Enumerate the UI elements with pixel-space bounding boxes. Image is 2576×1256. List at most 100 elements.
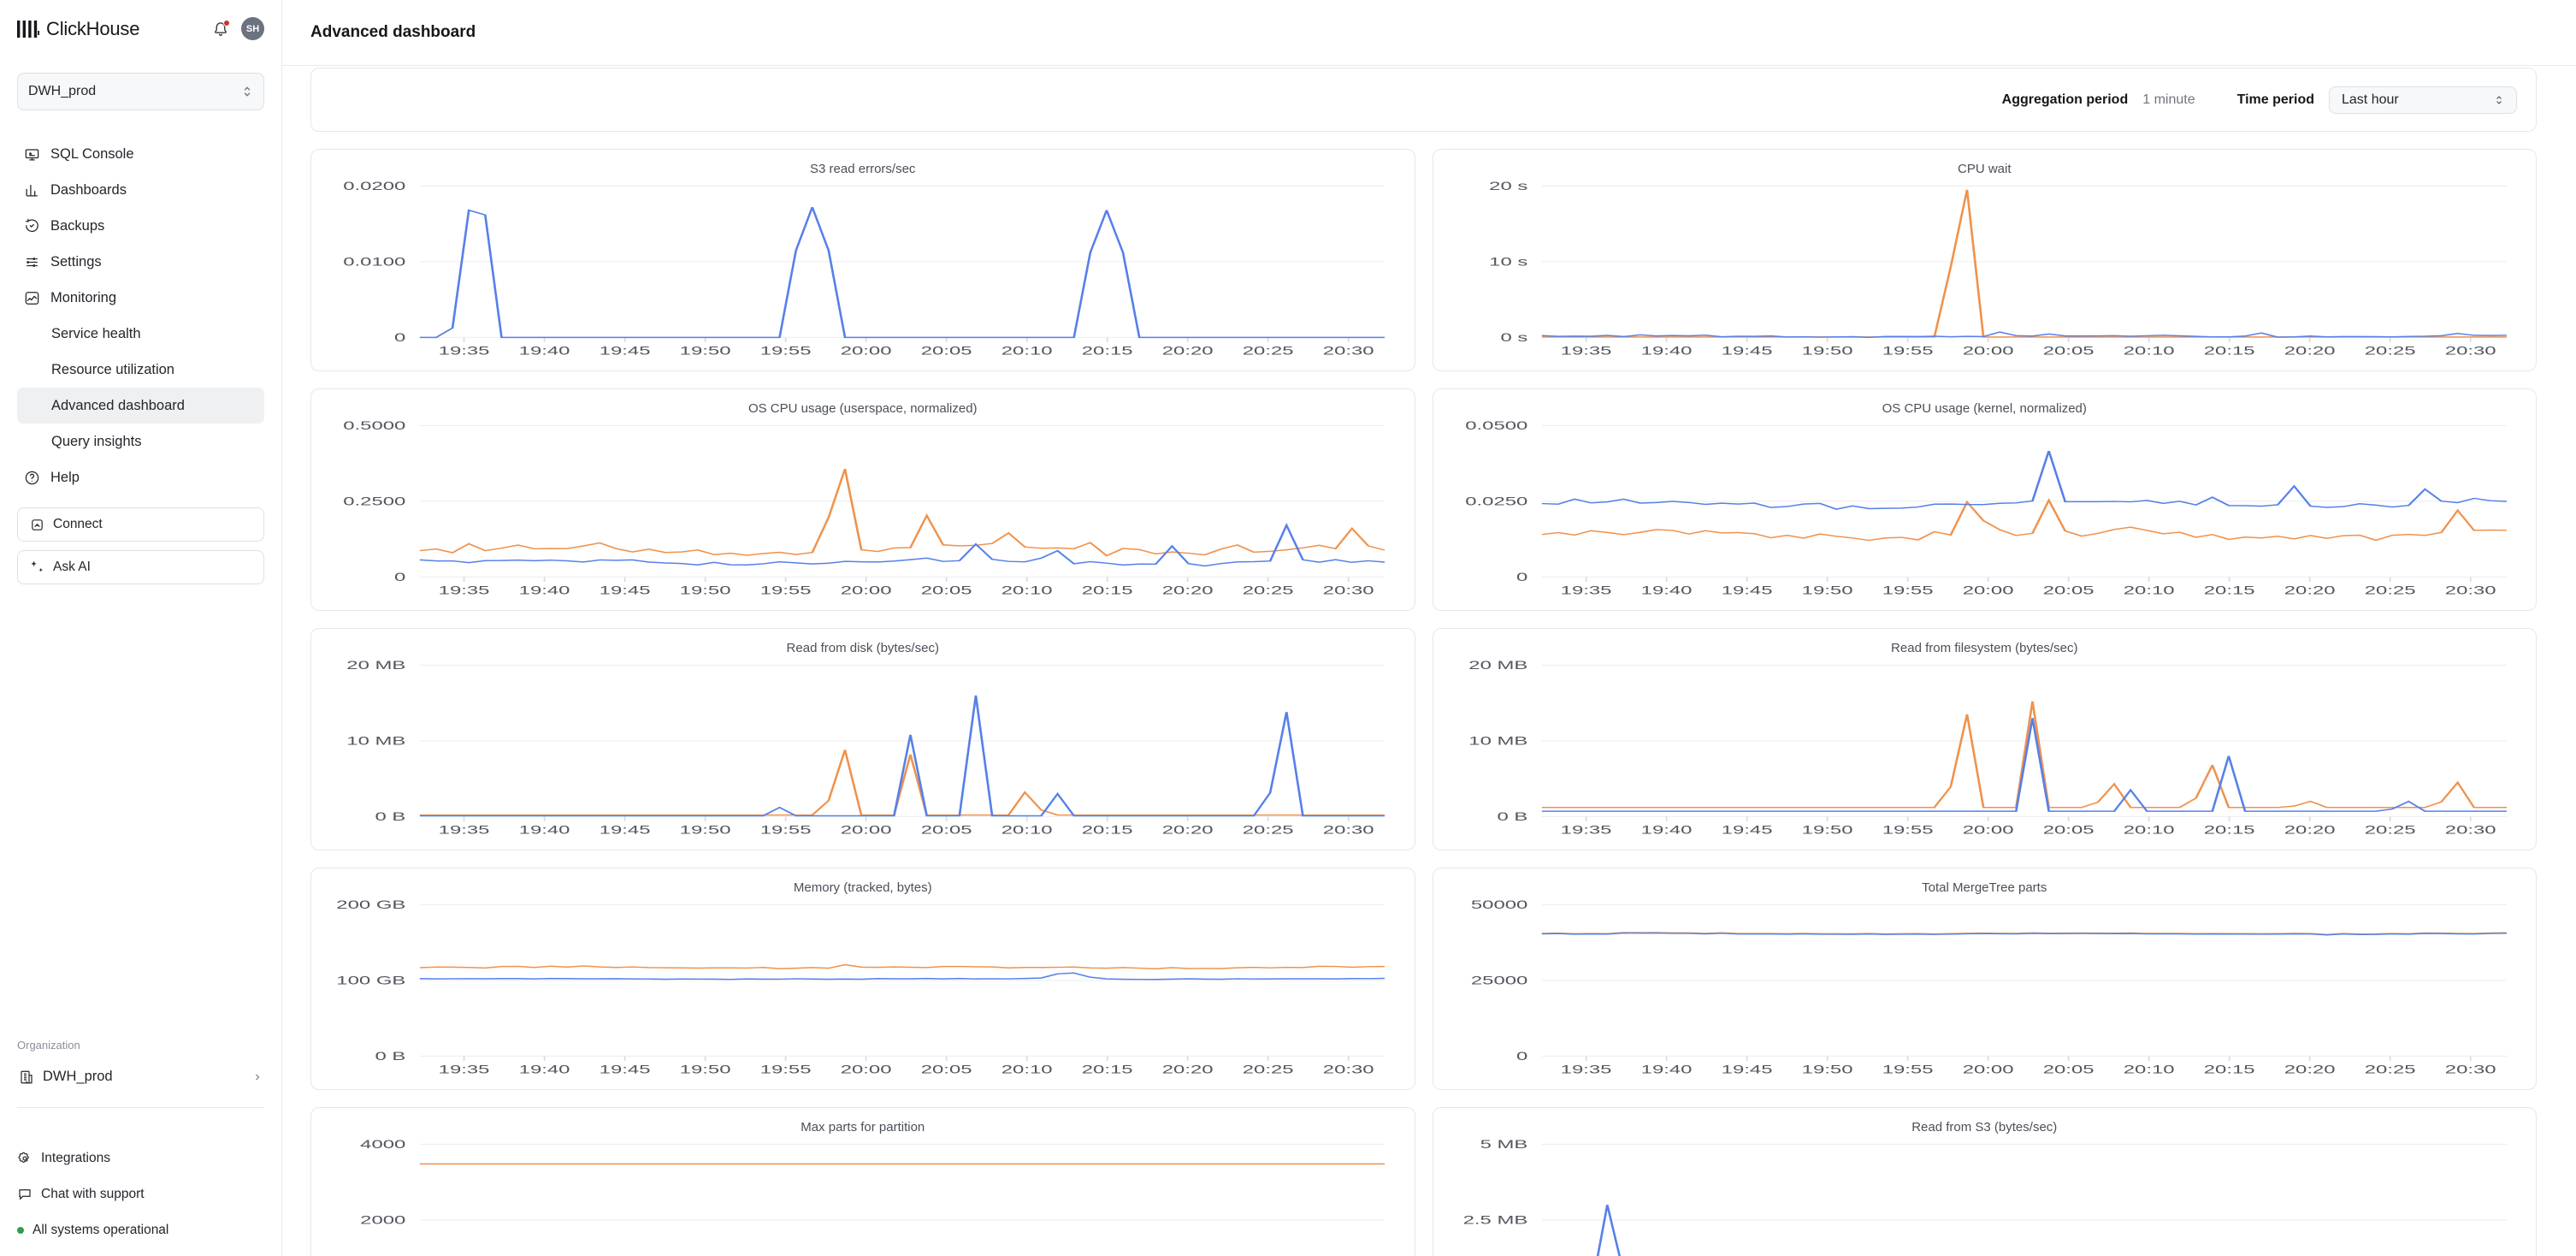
svg-text:19:55: 19:55 xyxy=(760,345,812,358)
svg-text:5 MB: 5 MB xyxy=(1480,1138,1527,1151)
svg-text:10 s: 10 s xyxy=(1489,256,1527,269)
svg-text:20:10: 20:10 xyxy=(1001,584,1053,597)
svg-text:20:25: 20:25 xyxy=(2364,1063,2415,1076)
svg-text:19:45: 19:45 xyxy=(1721,345,1772,358)
svg-text:19:40: 19:40 xyxy=(519,1063,570,1076)
svg-text:19:35: 19:35 xyxy=(439,1063,490,1076)
svg-text:10 MB: 10 MB xyxy=(1468,735,1527,748)
svg-text:0: 0 xyxy=(394,571,406,584)
svg-text:20:25: 20:25 xyxy=(2364,345,2415,358)
svg-text:20:00: 20:00 xyxy=(1962,1063,2013,1076)
svg-text:0: 0 xyxy=(1516,1050,1528,1063)
svg-text:20:05: 20:05 xyxy=(2042,824,2094,837)
svg-text:20:15: 20:15 xyxy=(2203,824,2254,837)
svg-text:19:40: 19:40 xyxy=(1640,824,1692,837)
svg-text:20:25: 20:25 xyxy=(1243,345,1294,358)
svg-text:19:50: 19:50 xyxy=(680,1063,731,1076)
svg-text:20:10: 20:10 xyxy=(2123,1063,2174,1076)
svg-text:19:35: 19:35 xyxy=(439,824,490,837)
svg-text:19:40: 19:40 xyxy=(519,824,570,837)
svg-text:19:40: 19:40 xyxy=(1640,584,1692,597)
svg-text:0.2500: 0.2500 xyxy=(343,495,405,508)
svg-text:19:50: 19:50 xyxy=(1801,1063,1852,1076)
svg-text:19:35: 19:35 xyxy=(439,584,490,597)
svg-text:20:25: 20:25 xyxy=(1243,1063,1294,1076)
svg-text:19:55: 19:55 xyxy=(760,584,812,597)
svg-text:20:30: 20:30 xyxy=(2444,1063,2496,1076)
svg-text:20:30: 20:30 xyxy=(2444,824,2496,837)
svg-text:19:55: 19:55 xyxy=(1882,584,1933,597)
svg-text:19:40: 19:40 xyxy=(519,584,570,597)
svg-text:19:50: 19:50 xyxy=(1801,345,1852,358)
svg-text:19:50: 19:50 xyxy=(680,345,731,358)
svg-text:20:05: 20:05 xyxy=(921,1063,972,1076)
svg-text:20 MB: 20 MB xyxy=(346,659,405,672)
svg-text:0.0500: 0.0500 xyxy=(1465,419,1527,432)
svg-text:20:00: 20:00 xyxy=(841,824,892,837)
svg-text:20:00: 20:00 xyxy=(841,1063,892,1076)
svg-text:20:10: 20:10 xyxy=(2123,824,2174,837)
svg-text:19:40: 19:40 xyxy=(519,345,570,358)
svg-text:19:40: 19:40 xyxy=(1640,345,1692,358)
svg-text:0.5000: 0.5000 xyxy=(343,419,405,432)
svg-text:50000: 50000 xyxy=(1470,898,1527,911)
svg-text:20:00: 20:00 xyxy=(1962,824,2013,837)
svg-text:20:30: 20:30 xyxy=(1323,824,1374,837)
svg-text:0 B: 0 B xyxy=(1497,810,1527,823)
svg-text:20:25: 20:25 xyxy=(1243,584,1294,597)
svg-text:20 MB: 20 MB xyxy=(1468,659,1527,672)
svg-text:0.0250: 0.0250 xyxy=(1465,495,1527,508)
svg-text:20:30: 20:30 xyxy=(2444,345,2496,358)
svg-text:2.5 MB: 2.5 MB xyxy=(1462,1214,1527,1227)
svg-text:19:35: 19:35 xyxy=(1560,1063,1611,1076)
svg-text:20 s: 20 s xyxy=(1489,180,1527,193)
svg-text:20:20: 20:20 xyxy=(2284,584,2335,597)
svg-text:20:25: 20:25 xyxy=(2364,824,2415,837)
svg-text:19:50: 19:50 xyxy=(1801,584,1852,597)
svg-text:19:55: 19:55 xyxy=(1882,824,1933,837)
svg-text:10 MB: 10 MB xyxy=(346,735,405,748)
svg-text:0 B: 0 B xyxy=(375,810,405,823)
svg-text:20:30: 20:30 xyxy=(1323,584,1374,597)
svg-text:19:35: 19:35 xyxy=(439,345,490,358)
svg-text:19:45: 19:45 xyxy=(1721,584,1772,597)
svg-text:20:10: 20:10 xyxy=(1001,345,1053,358)
svg-text:0: 0 xyxy=(394,331,406,344)
svg-text:19:55: 19:55 xyxy=(760,1063,812,1076)
svg-text:19:45: 19:45 xyxy=(600,824,651,837)
svg-text:20:25: 20:25 xyxy=(1243,824,1294,837)
svg-text:20:05: 20:05 xyxy=(2042,1063,2094,1076)
svg-text:20:10: 20:10 xyxy=(2123,584,2174,597)
svg-text:20:20: 20:20 xyxy=(2284,1063,2335,1076)
svg-text:0 s: 0 s xyxy=(1500,331,1527,344)
svg-text:25000: 25000 xyxy=(1470,975,1527,987)
svg-text:20:15: 20:15 xyxy=(1082,1063,1133,1076)
svg-text:0.0100: 0.0100 xyxy=(343,256,405,269)
svg-text:19:35: 19:35 xyxy=(1560,584,1611,597)
svg-text:19:55: 19:55 xyxy=(1882,345,1933,358)
svg-text:20:15: 20:15 xyxy=(2203,1063,2254,1076)
svg-text:20:20: 20:20 xyxy=(2284,824,2335,837)
svg-text:20:20: 20:20 xyxy=(2284,345,2335,358)
svg-text:19:40: 19:40 xyxy=(1640,1063,1692,1076)
svg-text:20:15: 20:15 xyxy=(1082,584,1133,597)
svg-text:20:15: 20:15 xyxy=(1082,824,1133,837)
svg-text:20:00: 20:00 xyxy=(841,584,892,597)
svg-text:200 GB: 200 GB xyxy=(336,898,405,911)
svg-text:19:50: 19:50 xyxy=(1801,824,1852,837)
svg-text:20:15: 20:15 xyxy=(2203,345,2254,358)
svg-text:20:00: 20:00 xyxy=(841,345,892,358)
svg-text:20:05: 20:05 xyxy=(921,584,972,597)
svg-text:20:30: 20:30 xyxy=(1323,345,1374,358)
svg-text:19:55: 19:55 xyxy=(1882,1063,1933,1076)
svg-text:19:45: 19:45 xyxy=(600,345,651,358)
svg-text:100 GB: 100 GB xyxy=(336,975,405,987)
svg-text:0 B: 0 B xyxy=(375,1050,405,1063)
svg-text:20:10: 20:10 xyxy=(1001,824,1053,837)
svg-text:20:25: 20:25 xyxy=(2364,584,2415,597)
svg-text:19:45: 19:45 xyxy=(600,584,651,597)
svg-text:20:20: 20:20 xyxy=(1162,1063,1214,1076)
svg-text:20:05: 20:05 xyxy=(921,345,972,358)
svg-text:2000: 2000 xyxy=(360,1214,405,1227)
svg-text:20:00: 20:00 xyxy=(1962,345,2013,358)
